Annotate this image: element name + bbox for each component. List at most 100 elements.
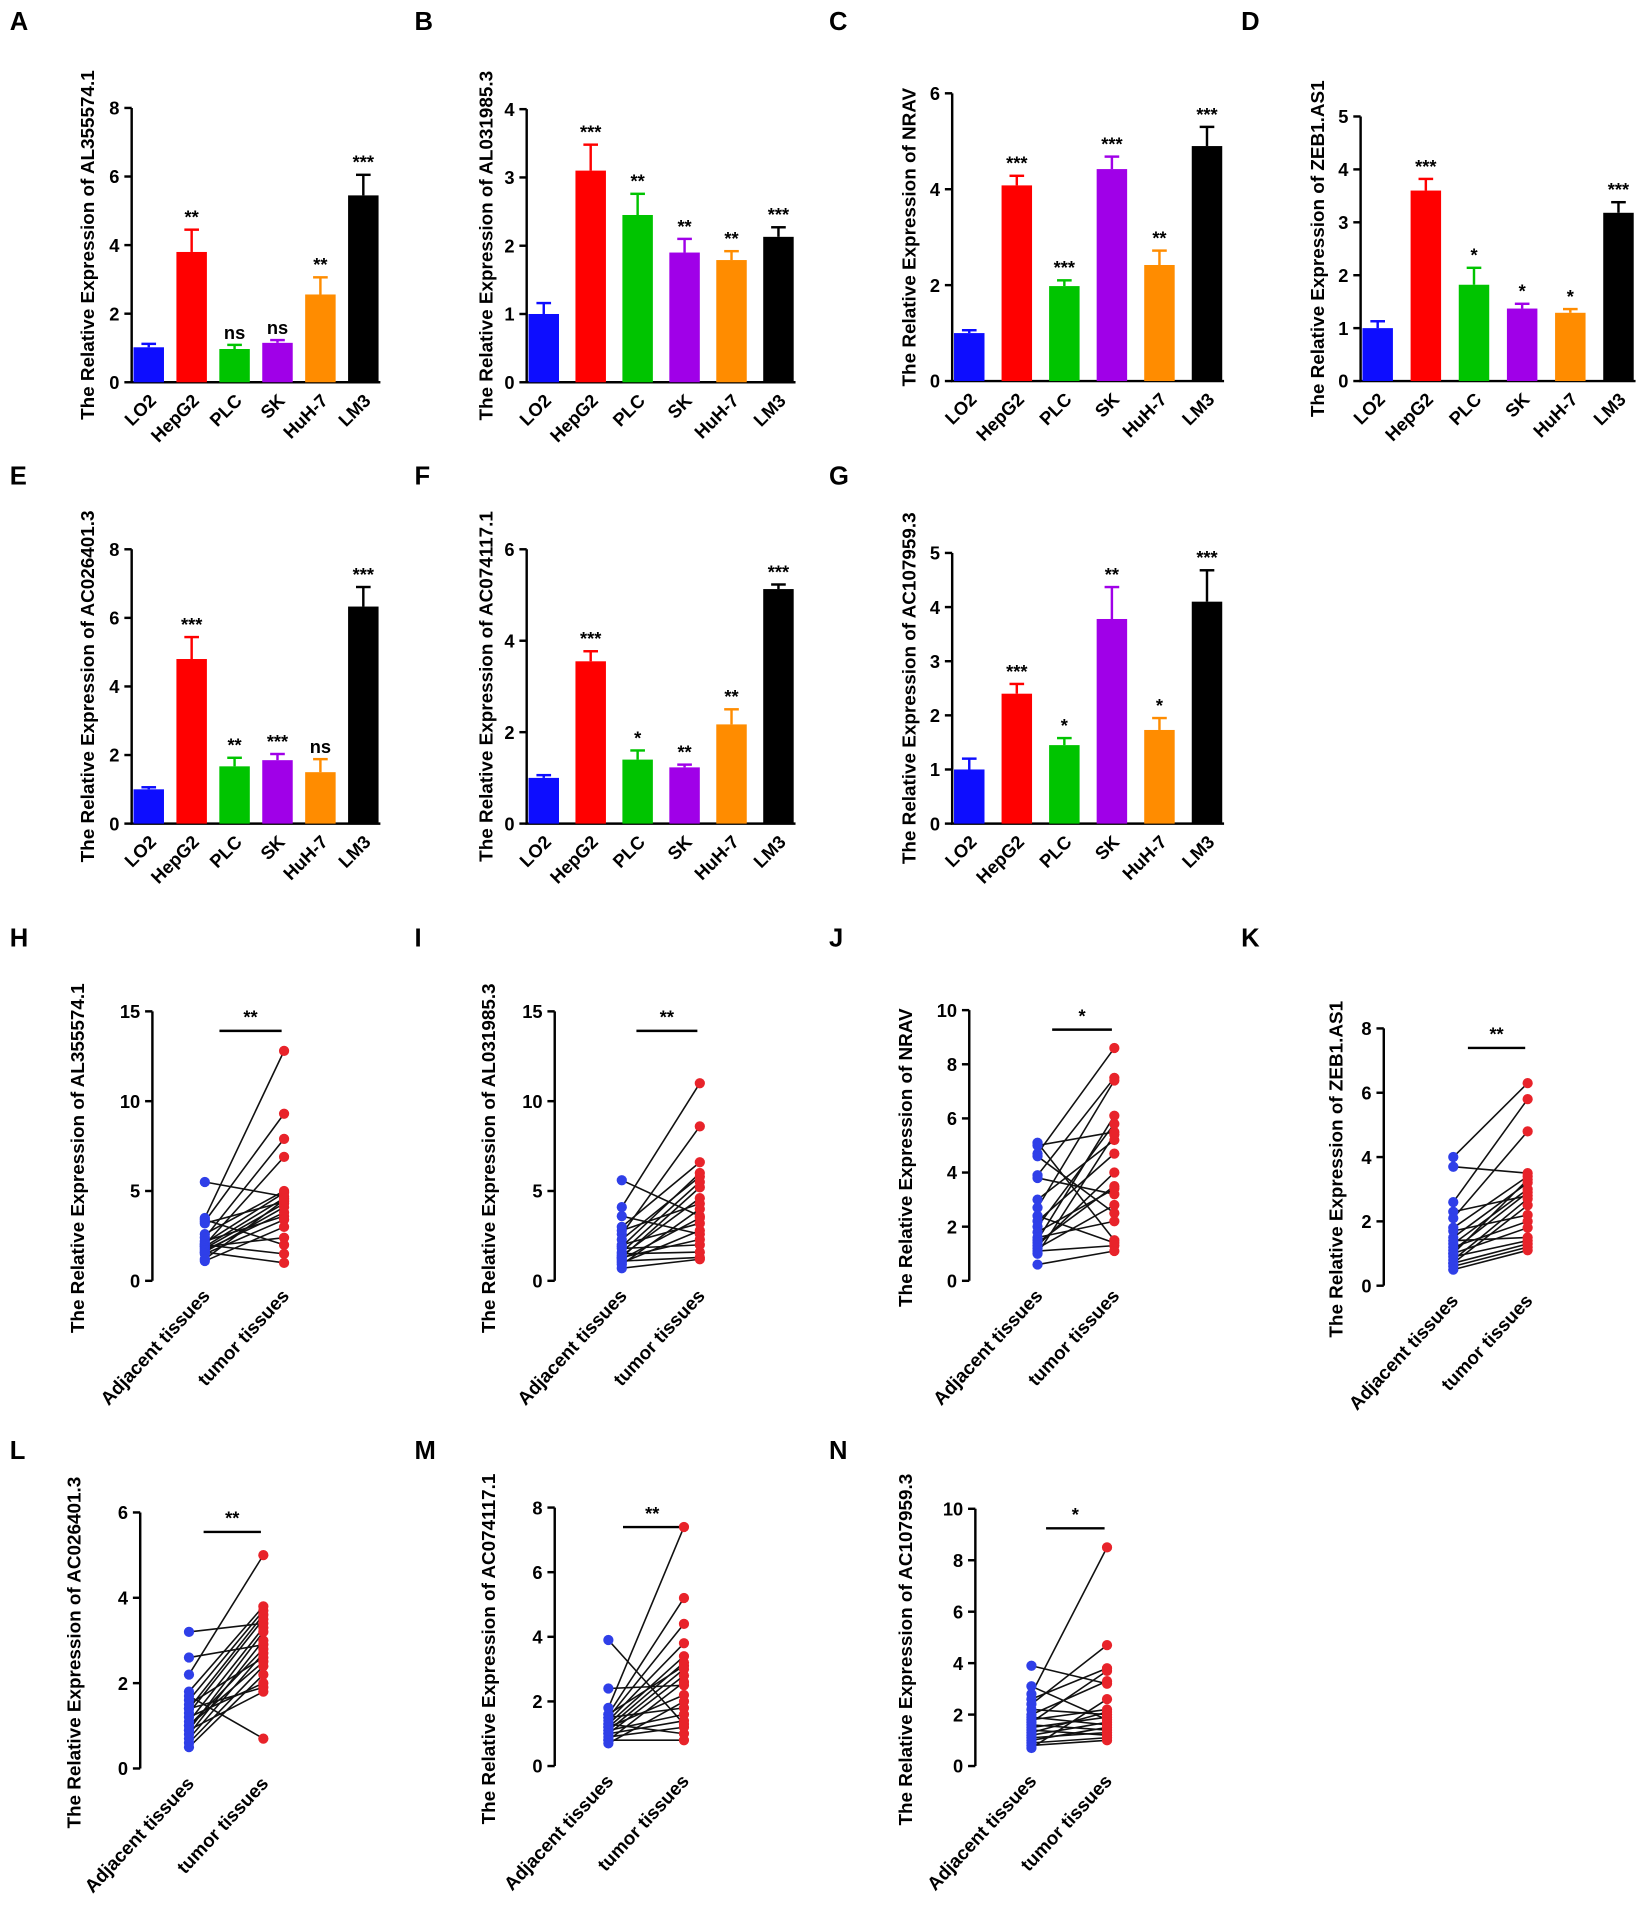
bar-huh-7 bbox=[1555, 312, 1586, 382]
bar-hepg2 bbox=[176, 659, 207, 824]
significance-label: *** bbox=[1196, 547, 1218, 568]
pair-line bbox=[607, 1623, 685, 1719]
y-tick-label: 0 bbox=[1338, 371, 1348, 392]
pair-line bbox=[1036, 1047, 1115, 1155]
tumor-point bbox=[1101, 1722, 1113, 1733]
pair-line bbox=[1452, 1082, 1529, 1158]
pair-line bbox=[188, 1610, 264, 1701]
pair-line bbox=[188, 1652, 264, 1740]
y-tick-label: 8 bbox=[1361, 1018, 1371, 1039]
pair-line bbox=[1036, 1115, 1116, 1241]
pair-line bbox=[607, 1700, 685, 1745]
bar-plc bbox=[219, 349, 250, 383]
y-tick-label: 1 bbox=[1338, 318, 1348, 339]
x-category-label: SK bbox=[1501, 388, 1534, 421]
tumor-point bbox=[678, 1722, 690, 1733]
y-tick-label: 8 bbox=[109, 98, 119, 119]
tumor-point bbox=[278, 1257, 290, 1268]
tumor-point bbox=[278, 1202, 290, 1213]
pair-line bbox=[608, 1720, 685, 1735]
pair-line bbox=[188, 1674, 264, 1748]
x-category-label: LM3 bbox=[1178, 389, 1219, 430]
x-category-label: LM3 bbox=[1589, 389, 1630, 430]
significance-label: *** bbox=[1101, 134, 1123, 155]
pair-line bbox=[188, 1631, 264, 1731]
significance-label: * bbox=[634, 727, 642, 748]
tumor-point bbox=[1101, 1542, 1113, 1553]
x-category-label: PLC bbox=[205, 390, 246, 431]
pair-line bbox=[1453, 1246, 1528, 1268]
pair-line bbox=[1036, 1134, 1116, 1255]
pair-line bbox=[607, 1662, 685, 1728]
tumor-point bbox=[694, 1203, 705, 1215]
pair-line bbox=[1036, 1123, 1115, 1228]
pair-line bbox=[608, 1723, 685, 1735]
y-tick-label: 2 bbox=[504, 722, 514, 743]
y-tick-label: 10 bbox=[943, 1498, 963, 1519]
bar-plc bbox=[219, 766, 250, 824]
y-tick-label: 10 bbox=[937, 1000, 957, 1021]
pair-line bbox=[1452, 1179, 1529, 1255]
panel-m: M 0 2 4 6 8 The Relative Expression of AC07411… bbox=[415, 1437, 694, 1895]
tumor-point bbox=[278, 1239, 290, 1250]
y-tick-label: 4 bbox=[1361, 1147, 1372, 1168]
tumor-point bbox=[1109, 1118, 1120, 1129]
pair-line bbox=[204, 1138, 285, 1239]
adjacent-point bbox=[603, 1634, 614, 1646]
y-tick-label: 5 bbox=[930, 543, 940, 564]
pair-line bbox=[188, 1665, 264, 1744]
significance-label: ns bbox=[310, 736, 331, 757]
tumor-point bbox=[258, 1648, 269, 1659]
bar-plc bbox=[622, 214, 653, 383]
bar-sk bbox=[669, 252, 700, 383]
tumor-point bbox=[694, 1234, 705, 1245]
tumor-point bbox=[1522, 1126, 1533, 1137]
panel-letter: G bbox=[829, 463, 849, 491]
panel-l: L 0 2 4 6 The Relative Expression of AC026401… bbox=[10, 1437, 273, 1898]
y-tick-label: 15 bbox=[120, 1001, 140, 1022]
adjacent-point bbox=[199, 1218, 210, 1229]
y-tick-label: 0 bbox=[947, 1271, 957, 1292]
pair-line bbox=[1031, 1739, 1108, 1747]
y-tick-label: 2 bbox=[504, 235, 514, 256]
tumor-point bbox=[694, 1182, 705, 1193]
y-tick-label: 6 bbox=[953, 1601, 963, 1622]
tumor-point bbox=[694, 1078, 705, 1089]
x-category-label: HepG2 bbox=[147, 390, 203, 446]
adjacent-point bbox=[1448, 1151, 1459, 1163]
tumor-point bbox=[278, 1194, 290, 1206]
panel-letter: N bbox=[829, 1437, 847, 1465]
x-category-label: HuH-7 bbox=[279, 831, 332, 884]
y-tick-label: 0 bbox=[118, 1758, 128, 1779]
y-tick-label: 6 bbox=[504, 539, 514, 560]
y-tick-label: 2 bbox=[953, 1704, 963, 1725]
tumor-point bbox=[678, 1696, 690, 1707]
tumor-point bbox=[278, 1248, 290, 1259]
bar-lm3 bbox=[348, 195, 379, 383]
tumor-point bbox=[1109, 1110, 1120, 1121]
pair-line bbox=[204, 1156, 285, 1246]
adjacent-point bbox=[616, 1202, 627, 1213]
significance-label: ** bbox=[243, 1007, 258, 1028]
tumor-point bbox=[278, 1133, 290, 1145]
significance-label: *** bbox=[267, 731, 289, 752]
pair-line bbox=[621, 1125, 701, 1235]
y-tick-label: 0 bbox=[930, 371, 940, 392]
pair-line bbox=[621, 1082, 701, 1208]
y-tick-label: 6 bbox=[930, 83, 940, 104]
x-category-label: LO2 bbox=[515, 390, 555, 430]
significance-label: * bbox=[1072, 1504, 1080, 1525]
x-category-label: PLC bbox=[205, 831, 246, 872]
tumor-point bbox=[278, 1214, 290, 1225]
pair-line bbox=[204, 1202, 285, 1250]
y-tick-label: 2 bbox=[1361, 1211, 1371, 1232]
y-axis-title: The Relative Expression of AC074117.1 bbox=[477, 511, 498, 862]
bar-lm3 bbox=[763, 589, 794, 824]
y-tick-label: 2 bbox=[930, 705, 940, 726]
panel-letter: D bbox=[1241, 8, 1259, 36]
pair-line bbox=[204, 1113, 285, 1222]
adjacent-point bbox=[1032, 1259, 1043, 1270]
adjacent-point bbox=[603, 1683, 614, 1694]
bar-plc bbox=[622, 759, 653, 824]
panel-i: I 0 5 10 15 The Relative Expression of AL0319… bbox=[415, 925, 710, 1410]
